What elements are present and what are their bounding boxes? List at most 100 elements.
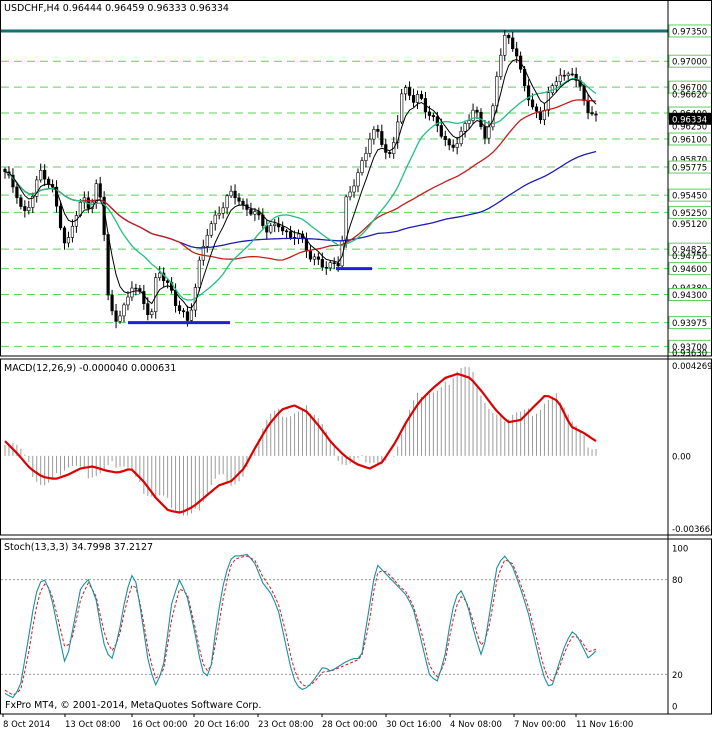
price-tick-label: 0.94750 bbox=[672, 252, 707, 262]
price-level-tag bbox=[668, 316, 712, 330]
ma-fast-line bbox=[4, 77, 597, 301]
candle-body bbox=[134, 287, 138, 290]
candle-body bbox=[118, 315, 122, 322]
candle-body bbox=[98, 183, 102, 198]
price-level-tag bbox=[668, 288, 712, 302]
symbol-info-label: USDCHF,H4 0.96444 0.96459 0.96333 0.9633… bbox=[4, 3, 229, 14]
candle-body bbox=[288, 231, 293, 238]
candle-body bbox=[439, 125, 443, 137]
candle-body bbox=[27, 207, 31, 211]
copyright-label: FxPro MT4, © 2001-2014, MetaQuotes Softw… bbox=[5, 700, 261, 711]
candle-body bbox=[574, 73, 578, 81]
candle-body bbox=[241, 200, 245, 206]
candle-body bbox=[320, 259, 324, 268]
candle-body bbox=[11, 174, 15, 188]
price-tick-label: 0.97000 bbox=[672, 58, 707, 68]
time-tick-label: 30 Oct 16:00 bbox=[386, 720, 441, 730]
candle-body bbox=[372, 129, 376, 140]
price-tick-label: 0.95450 bbox=[672, 192, 707, 202]
price-level-tag bbox=[668, 188, 712, 202]
candle-body bbox=[122, 304, 126, 317]
price-level-tag bbox=[668, 80, 712, 94]
time-tick-label: 20 Oct 16:00 bbox=[194, 720, 249, 730]
candle-body bbox=[538, 110, 543, 121]
price-tick-label: 0.95120 bbox=[672, 220, 707, 230]
candle-body bbox=[70, 225, 75, 238]
candle-body bbox=[400, 93, 404, 123]
main-frame bbox=[0, 0, 712, 357]
macd-scale-label: -0.003664 bbox=[672, 525, 712, 535]
candle-body bbox=[376, 129, 380, 132]
time-tick-label: 4 Nov 08:00 bbox=[450, 720, 502, 730]
time-tick-label: 8 Oct 2014 bbox=[3, 720, 50, 730]
candle-body bbox=[515, 48, 519, 57]
candle-body bbox=[269, 225, 273, 233]
time-tick-label: 28 Oct 00:00 bbox=[322, 720, 377, 730]
candle-body bbox=[177, 305, 182, 311]
stoch-signal-line bbox=[4, 555, 597, 696]
stoch-label: Stoch(13,3,3) 34.7998 37.2127 bbox=[4, 542, 153, 553]
time-tick-label: 13 Oct 08:00 bbox=[65, 720, 120, 730]
candle-body bbox=[324, 266, 328, 269]
price-tick-label: 0.93975 bbox=[672, 319, 707, 329]
candle-body bbox=[31, 195, 35, 208]
candle-body bbox=[407, 87, 412, 96]
price-tick-label: 0.94300 bbox=[672, 291, 707, 301]
price-level-tag bbox=[668, 339, 712, 353]
price-tick-label: 0.93700 bbox=[672, 343, 707, 353]
price-level-tag bbox=[668, 54, 712, 68]
time-tick-label: 11 Nov 16:00 bbox=[576, 720, 633, 730]
price-tick-label: 0.96250 bbox=[672, 123, 707, 133]
candle-body bbox=[507, 34, 511, 39]
candle-body bbox=[590, 112, 594, 115]
macd-frame bbox=[0, 358, 712, 536]
candle-body bbox=[308, 250, 313, 260]
candle-body bbox=[475, 109, 479, 113]
price-level-tag bbox=[668, 262, 712, 276]
candle-body bbox=[209, 223, 213, 236]
candle-body bbox=[237, 197, 241, 202]
macd-scale-label: 0.00 bbox=[672, 452, 691, 462]
price-tick-label: 0.95775 bbox=[672, 164, 707, 174]
stoch-main-line bbox=[4, 553, 597, 699]
candle-body bbox=[62, 227, 67, 244]
candle-body bbox=[66, 237, 71, 244]
candle-body bbox=[229, 190, 233, 197]
candle-body bbox=[344, 196, 348, 242]
price-level-tag bbox=[668, 160, 712, 174]
stoch-scale-label: 80 bbox=[672, 576, 683, 586]
candle-body bbox=[384, 144, 388, 153]
candle-body bbox=[205, 234, 209, 247]
price-level-tag bbox=[668, 242, 712, 256]
stochastic-panel: 100 80 20 0 bbox=[1, 545, 688, 713]
candle-body bbox=[530, 99, 535, 108]
candle-body bbox=[388, 152, 392, 154]
price-tick-label: 0.96700 bbox=[672, 84, 707, 94]
candles-group bbox=[3, 29, 598, 329]
candle-body bbox=[562, 74, 566, 77]
candle-body bbox=[316, 256, 320, 260]
ma-black-line bbox=[4, 58, 597, 309]
candle-body bbox=[249, 209, 253, 215]
candle-body bbox=[35, 179, 39, 197]
price-tick-label: 0.95250 bbox=[672, 209, 707, 219]
candle-body bbox=[3, 168, 7, 173]
candle-body bbox=[415, 94, 420, 103]
candle-body bbox=[459, 130, 463, 145]
candle-body bbox=[542, 109, 547, 121]
candle-body bbox=[411, 95, 416, 103]
candle-body bbox=[467, 120, 471, 124]
candle-body bbox=[356, 172, 360, 187]
candle-body bbox=[142, 291, 146, 304]
price-tick-label: 0.95870 bbox=[672, 155, 707, 165]
macd-label: MACD(12,26,9) -0.000040 0.000631 bbox=[4, 363, 176, 374]
price-tick-label: 0.96620 bbox=[672, 91, 707, 101]
candle-body bbox=[217, 212, 221, 216]
candle-body bbox=[58, 205, 63, 229]
price-tick-label: 0.97350 bbox=[672, 27, 707, 37]
candle-body bbox=[19, 197, 23, 207]
stoch-scale-label: 100 bbox=[672, 545, 688, 555]
candle-body bbox=[526, 85, 531, 101]
candle-body bbox=[352, 185, 356, 193]
stoch-frame bbox=[0, 538, 712, 715]
